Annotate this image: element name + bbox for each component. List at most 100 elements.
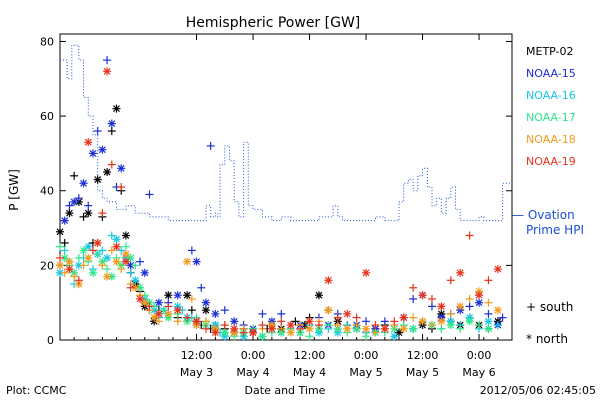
y-tick-label: 60 — [40, 110, 54, 123]
data-point — [65, 201, 74, 210]
data-point — [93, 175, 102, 184]
data-point — [484, 309, 493, 318]
data-point — [291, 317, 300, 326]
x-tick-label: 0:00 — [467, 349, 492, 362]
data-point — [362, 332, 371, 341]
chart-title: Hemispheric Power [GW] — [186, 15, 361, 31]
x-tick-day-label: May 3 — [180, 366, 213, 379]
data-point — [418, 291, 427, 300]
data-point — [136, 257, 145, 266]
series-noaa-19 — [56, 67, 502, 337]
data-point — [103, 265, 112, 274]
data-point — [65, 257, 74, 266]
data-point — [79, 179, 88, 188]
data-point — [145, 302, 154, 311]
data-point — [399, 313, 408, 322]
data-point — [121, 250, 130, 259]
x-tick-label: 12:00 — [294, 349, 326, 362]
data-point — [475, 321, 484, 330]
data-point — [187, 246, 196, 255]
data-point — [352, 313, 361, 322]
data-point — [112, 235, 121, 244]
data-point — [60, 268, 69, 277]
ovation-legend-line1: — Ovation — [512, 208, 575, 222]
x-tick-label: 0:00 — [241, 349, 266, 362]
data-point — [154, 298, 163, 307]
data-point — [427, 302, 436, 311]
data-point — [286, 321, 295, 330]
data-point — [79, 246, 88, 255]
data-point — [107, 246, 116, 255]
data-point — [409, 324, 418, 333]
x-tick-label: 12:00 — [181, 349, 213, 362]
data-point — [362, 324, 371, 333]
data-point — [93, 238, 102, 247]
data-point — [380, 317, 389, 326]
data-point — [164, 302, 173, 311]
data-point — [456, 324, 465, 333]
data-point — [465, 294, 474, 303]
y-axis-label: P [GW] — [7, 169, 21, 211]
data-point — [84, 138, 93, 147]
data-point — [277, 317, 286, 326]
data-point — [103, 253, 112, 262]
data-point — [65, 209, 74, 218]
x-axis-label: Date and Time — [245, 384, 326, 397]
data-point — [107, 160, 116, 169]
data-point — [107, 231, 116, 240]
data-point — [74, 276, 83, 285]
data-point — [409, 313, 418, 322]
data-point — [324, 306, 333, 315]
data-point — [305, 317, 314, 326]
data-point — [98, 145, 107, 154]
data-point — [79, 261, 88, 270]
data-point — [126, 253, 135, 262]
y-tick-label: 80 — [40, 35, 54, 48]
north-marker-legend: * north — [526, 332, 568, 346]
x-tick-day-label: May 6 — [462, 366, 495, 379]
data-point — [84, 253, 93, 262]
data-point — [465, 317, 474, 326]
data-point — [409, 283, 418, 292]
data-point — [131, 261, 140, 270]
data-point — [93, 250, 102, 259]
data-point — [409, 294, 418, 303]
data-point — [484, 317, 493, 326]
data-point — [362, 268, 371, 277]
data-point — [258, 332, 267, 341]
data-point — [456, 302, 465, 311]
data-point — [107, 127, 116, 136]
data-point — [456, 268, 465, 277]
data-point — [484, 324, 493, 333]
data-point — [112, 242, 121, 251]
data-point — [56, 253, 64, 262]
data-point — [371, 328, 380, 337]
data-point — [112, 104, 121, 113]
data-point — [159, 306, 168, 315]
data-point — [117, 183, 126, 191]
data-point — [220, 321, 229, 330]
data-point — [201, 324, 210, 333]
data-point — [145, 190, 154, 199]
data-point — [333, 313, 342, 322]
x-tick-day-label: May 4 — [236, 366, 269, 379]
y-tick-label: 20 — [40, 259, 54, 272]
data-point — [79, 212, 88, 221]
series-metp-02 — [56, 104, 502, 337]
data-point — [230, 317, 239, 326]
data-point — [70, 272, 79, 281]
data-point — [399, 324, 408, 333]
data-point — [220, 306, 229, 315]
legend-item: NOAA-19 — [526, 155, 576, 168]
data-point — [390, 332, 399, 341]
ovation-line — [60, 44, 512, 222]
data-point — [164, 309, 173, 318]
data-point — [164, 291, 173, 300]
data-point — [70, 171, 79, 180]
x-tick-day-label: May 4 — [293, 366, 326, 379]
data-point — [493, 265, 502, 274]
data-point — [277, 309, 286, 318]
data-point — [121, 242, 130, 251]
legend: METP-02 NOAA-15 NOAA-16 NOAA-17 NOAA-18 NOAA-… — [512, 45, 584, 346]
